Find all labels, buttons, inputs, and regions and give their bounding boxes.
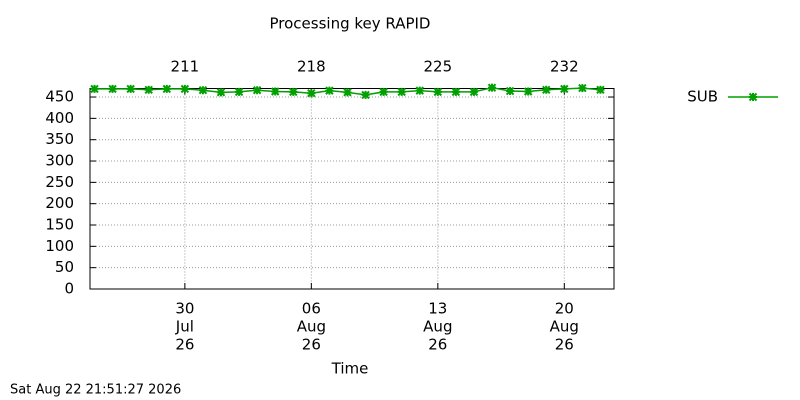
point-marker	[234, 87, 244, 97]
point-marker	[379, 87, 388, 97]
x-tick-label: 26	[428, 336, 447, 354]
timestamp: Sat Aug 22 21:51:27 2026	[10, 383, 181, 398]
point-marker	[180, 84, 190, 94]
x-tick-label: 26	[302, 336, 321, 354]
x-tick-label: 26	[555, 336, 574, 354]
point-marker	[361, 90, 370, 100]
point-marker	[596, 85, 605, 94]
x-tick-label: 30	[175, 300, 194, 318]
plot-frame	[89, 88, 615, 290]
x-tick-label: Aug	[423, 318, 452, 336]
point-marker	[505, 86, 515, 96]
y-tick-label: 150	[45, 216, 74, 234]
x-tick-label: 26	[175, 336, 194, 354]
y-tick-label: 0	[64, 280, 74, 298]
point-marker	[487, 83, 497, 92]
point-marker	[162, 84, 172, 94]
x-tick-label: 20	[555, 300, 574, 318]
point-marker	[198, 85, 208, 95]
point-marker	[469, 87, 479, 97]
y-tick-label: 100	[45, 237, 74, 255]
point-marker	[415, 86, 424, 95]
point-marker	[252, 85, 262, 95]
y-tick-label: 250	[45, 173, 74, 191]
point-marker	[325, 86, 334, 95]
y-tick-label: 350	[45, 130, 74, 148]
y-tick-label: 50	[55, 258, 74, 276]
point-marker	[451, 87, 461, 97]
point-marker	[523, 87, 533, 96]
point-marker	[108, 84, 117, 94]
x2-tick-label: 225	[424, 58, 453, 76]
chart-title: Processing key RAPID	[270, 15, 431, 33]
y-tick-label: 200	[45, 194, 74, 212]
point-marker	[560, 84, 569, 94]
point-marker	[578, 83, 587, 93]
x-axis-label: Time	[331, 360, 369, 378]
point-marker	[542, 85, 551, 94]
y-tick-label: 450	[45, 88, 74, 106]
legend-marker	[748, 92, 758, 102]
point-marker	[144, 85, 153, 94]
x2-tick-label: 211	[171, 58, 200, 76]
point-marker	[397, 87, 406, 97]
y-tick-label: 400	[45, 109, 74, 127]
x-tick-label: Aug	[297, 318, 326, 336]
y-tick-label: 300	[45, 152, 74, 170]
x2-tick-label: 232	[550, 58, 579, 76]
point-marker	[289, 87, 298, 97]
point-marker	[343, 88, 352, 97]
point-marker	[90, 84, 99, 94]
point-marker	[433, 87, 443, 97]
x-tick-label: Jul	[175, 318, 194, 336]
x2-tick-label: 218	[297, 58, 326, 76]
x-tick-label: 06	[302, 300, 321, 318]
x-tick-label: 13	[428, 300, 447, 318]
x-tick-label: Aug	[550, 318, 579, 336]
point-marker	[307, 88, 316, 98]
legend-label: SUB	[687, 88, 718, 106]
point-marker	[126, 84, 135, 94]
point-marker	[270, 87, 280, 96]
point-marker	[216, 88, 226, 97]
